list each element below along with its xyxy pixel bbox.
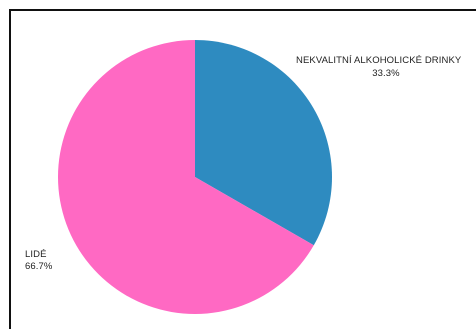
slice-label-drinks-name: NEKVALITNÍ ALKOHOLICKÉ DRINKY <box>296 55 462 66</box>
slice-label-people-value: 66.7% <box>25 261 53 272</box>
pie-slices <box>58 39 332 314</box>
pie-chart: NEKVALITNÍ ALKOHOLICKÉ DRINKY 33.3% LIDÉ… <box>25 39 462 314</box>
slice-label-drinks: NEKVALITNÍ ALKOHOLICKÉ DRINKY 33.3% <box>296 55 462 79</box>
slice-label-people-name: LIDÉ <box>25 249 47 260</box>
slice-label-people: LIDÉ 66.7% <box>25 249 53 272</box>
slice-label-drinks-value: 33.3% <box>372 68 400 79</box>
pie-slice-0 <box>195 40 332 246</box>
chart-frame <box>9 9 476 329</box>
pie-slice-1 <box>58 39 314 314</box>
